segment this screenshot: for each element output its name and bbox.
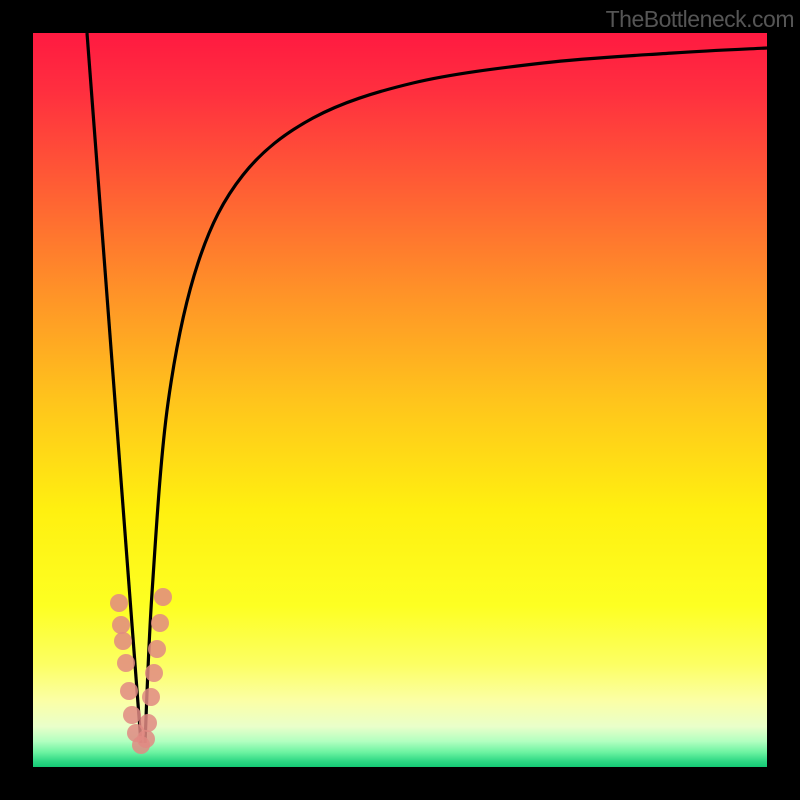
data-marker xyxy=(114,632,132,650)
data-marker xyxy=(120,682,138,700)
data-marker xyxy=(112,616,130,634)
data-marker xyxy=(117,654,135,672)
data-marker xyxy=(139,714,157,732)
data-marker xyxy=(110,594,128,612)
data-marker xyxy=(154,588,172,606)
chart-svg xyxy=(33,33,767,767)
plot-area xyxy=(33,33,767,767)
data-marker xyxy=(151,614,169,632)
gradient-background xyxy=(33,33,767,767)
chart-container: TheBottleneck.com xyxy=(0,0,800,800)
watermark-text: TheBottleneck.com xyxy=(606,6,794,33)
data-marker xyxy=(148,640,166,658)
data-marker xyxy=(145,664,163,682)
data-marker xyxy=(137,730,155,748)
data-marker xyxy=(123,706,141,724)
data-marker xyxy=(142,688,160,706)
